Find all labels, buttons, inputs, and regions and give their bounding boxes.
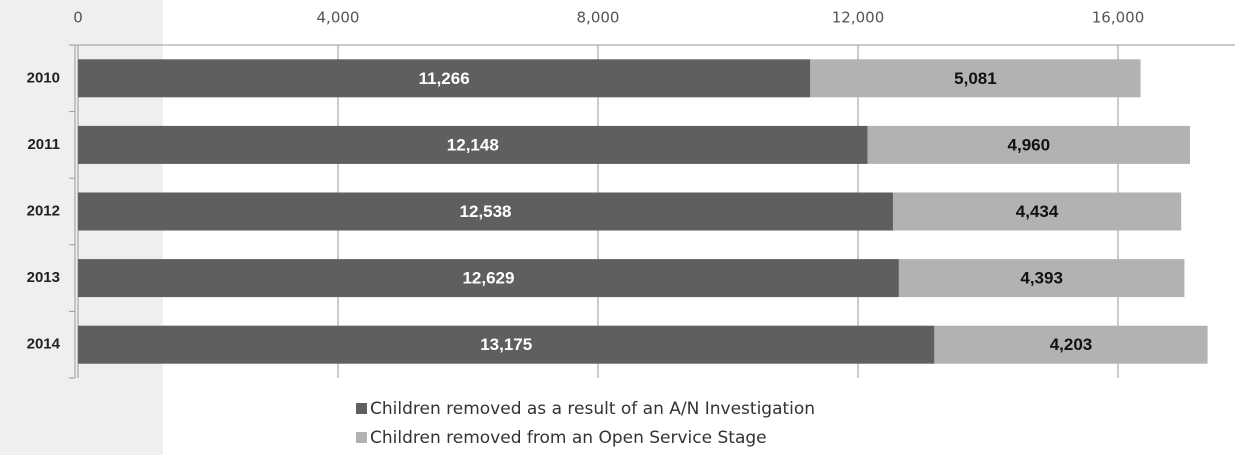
bar — [867, 125, 1191, 164]
y-tick-label: 2010 — [27, 69, 60, 86]
bar — [78, 59, 811, 98]
x-tick-label: 12,000 — [832, 9, 885, 27]
bar — [810, 59, 1141, 98]
bar — [898, 259, 1185, 298]
y-tick-label: 2013 — [27, 269, 60, 286]
bar — [78, 259, 899, 298]
y-tick-label: 2014 — [27, 336, 61, 353]
data-label: 13,175 — [480, 335, 532, 354]
bar — [78, 125, 868, 164]
x-tick-label: 16,000 — [1092, 9, 1145, 27]
y-tick-label: 2012 — [27, 202, 60, 219]
bar — [892, 192, 1182, 231]
legend-swatch — [356, 403, 367, 414]
data-label: 4,960 — [1008, 135, 1051, 154]
x-tick-label: 4,000 — [317, 9, 360, 27]
legend-swatch — [356, 432, 367, 443]
bar — [934, 325, 1208, 364]
bar — [78, 325, 935, 364]
data-label: 5,081 — [954, 69, 997, 88]
data-label: 12,629 — [462, 269, 514, 288]
y-tick-label: 2011 — [27, 136, 60, 153]
data-label: 4,393 — [1020, 269, 1063, 288]
x-tick-label: 8,000 — [577, 9, 620, 27]
data-label: 12,538 — [459, 202, 511, 221]
data-label: 11,266 — [419, 69, 470, 88]
data-label: 4,203 — [1050, 335, 1093, 354]
legend-label: Children removed from an Open Service St… — [370, 428, 767, 448]
data-label: 4,434 — [1016, 202, 1059, 221]
legend-label: Children removed as a result of an A/N I… — [370, 399, 815, 419]
bar — [78, 192, 893, 231]
x-tick-label: 0 — [73, 9, 83, 27]
data-label: 12,148 — [447, 135, 499, 154]
